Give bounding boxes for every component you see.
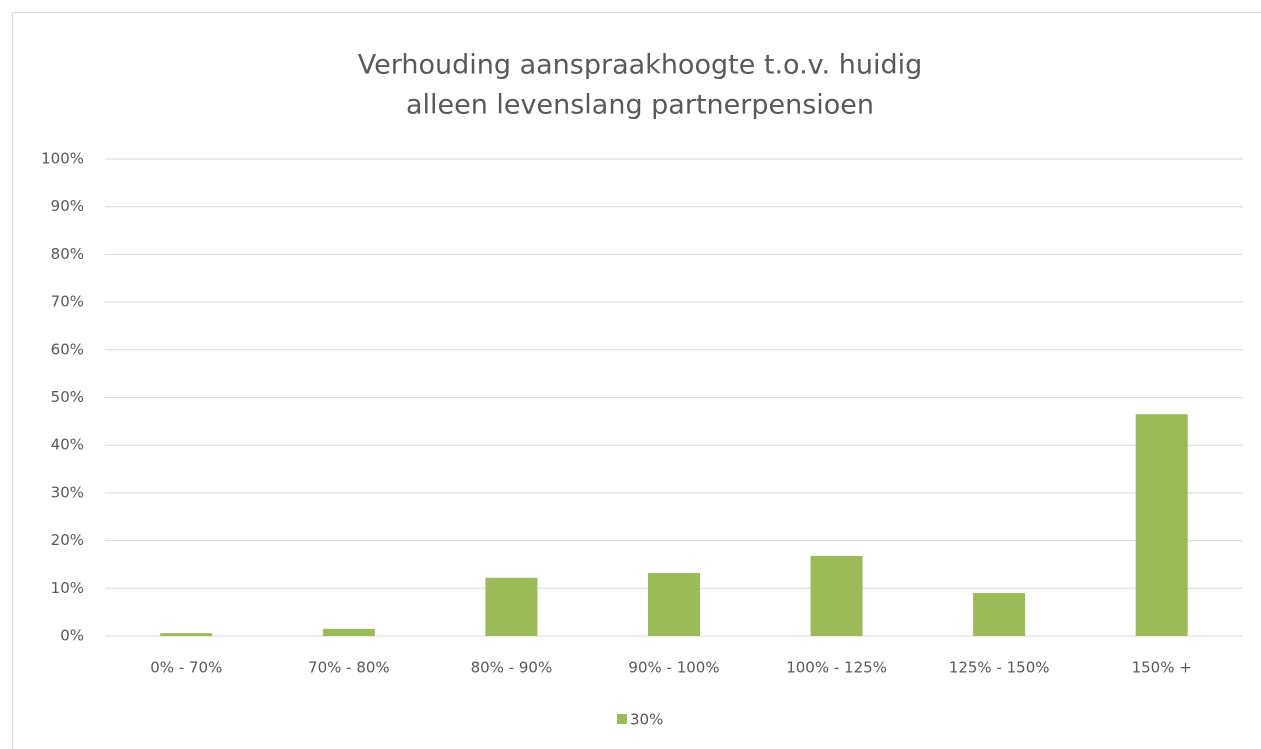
y-tick-label: 50%: [51, 388, 84, 406]
bar: [322, 628, 375, 636]
x-tick-label: 0% - 70%: [150, 659, 222, 677]
bar: [810, 555, 863, 636]
x-tick-label: 80% - 90%: [471, 659, 553, 677]
legend-label: 30%: [630, 711, 663, 729]
y-tick-label: 0%: [60, 627, 84, 645]
x-tick-label: 90% - 100%: [628, 659, 719, 677]
y-tick-label: 100%: [41, 150, 84, 168]
y-tick-label: 10%: [51, 579, 84, 597]
y-tick-label: 70%: [51, 293, 84, 311]
y-tick-label: 20%: [51, 531, 84, 549]
chart-title: Verhouding aanspraakhoogte t.o.v. huidig: [358, 50, 922, 81]
bar: [485, 577, 538, 636]
chart-frame: [12, 12, 1261, 749]
y-tick-label: 40%: [51, 436, 84, 454]
x-tick-label: 125% - 150%: [949, 659, 1050, 677]
bar: [648, 573, 700, 636]
bar: [160, 633, 213, 636]
bar: [1135, 414, 1188, 636]
x-tick-label: 70% - 80%: [308, 659, 390, 677]
y-tick-label: 90%: [51, 197, 84, 215]
x-tick-label: 100% - 125%: [786, 659, 887, 677]
x-tick-label: 150% +: [1132, 659, 1192, 677]
chart-title: alleen levenslang partnerpensioen: [406, 90, 874, 121]
bar: [973, 593, 1026, 636]
legend-swatch: [617, 714, 627, 724]
y-tick-label: 60%: [51, 340, 84, 358]
y-tick-label: 80%: [51, 245, 84, 263]
y-tick-label: 30%: [51, 483, 84, 501]
